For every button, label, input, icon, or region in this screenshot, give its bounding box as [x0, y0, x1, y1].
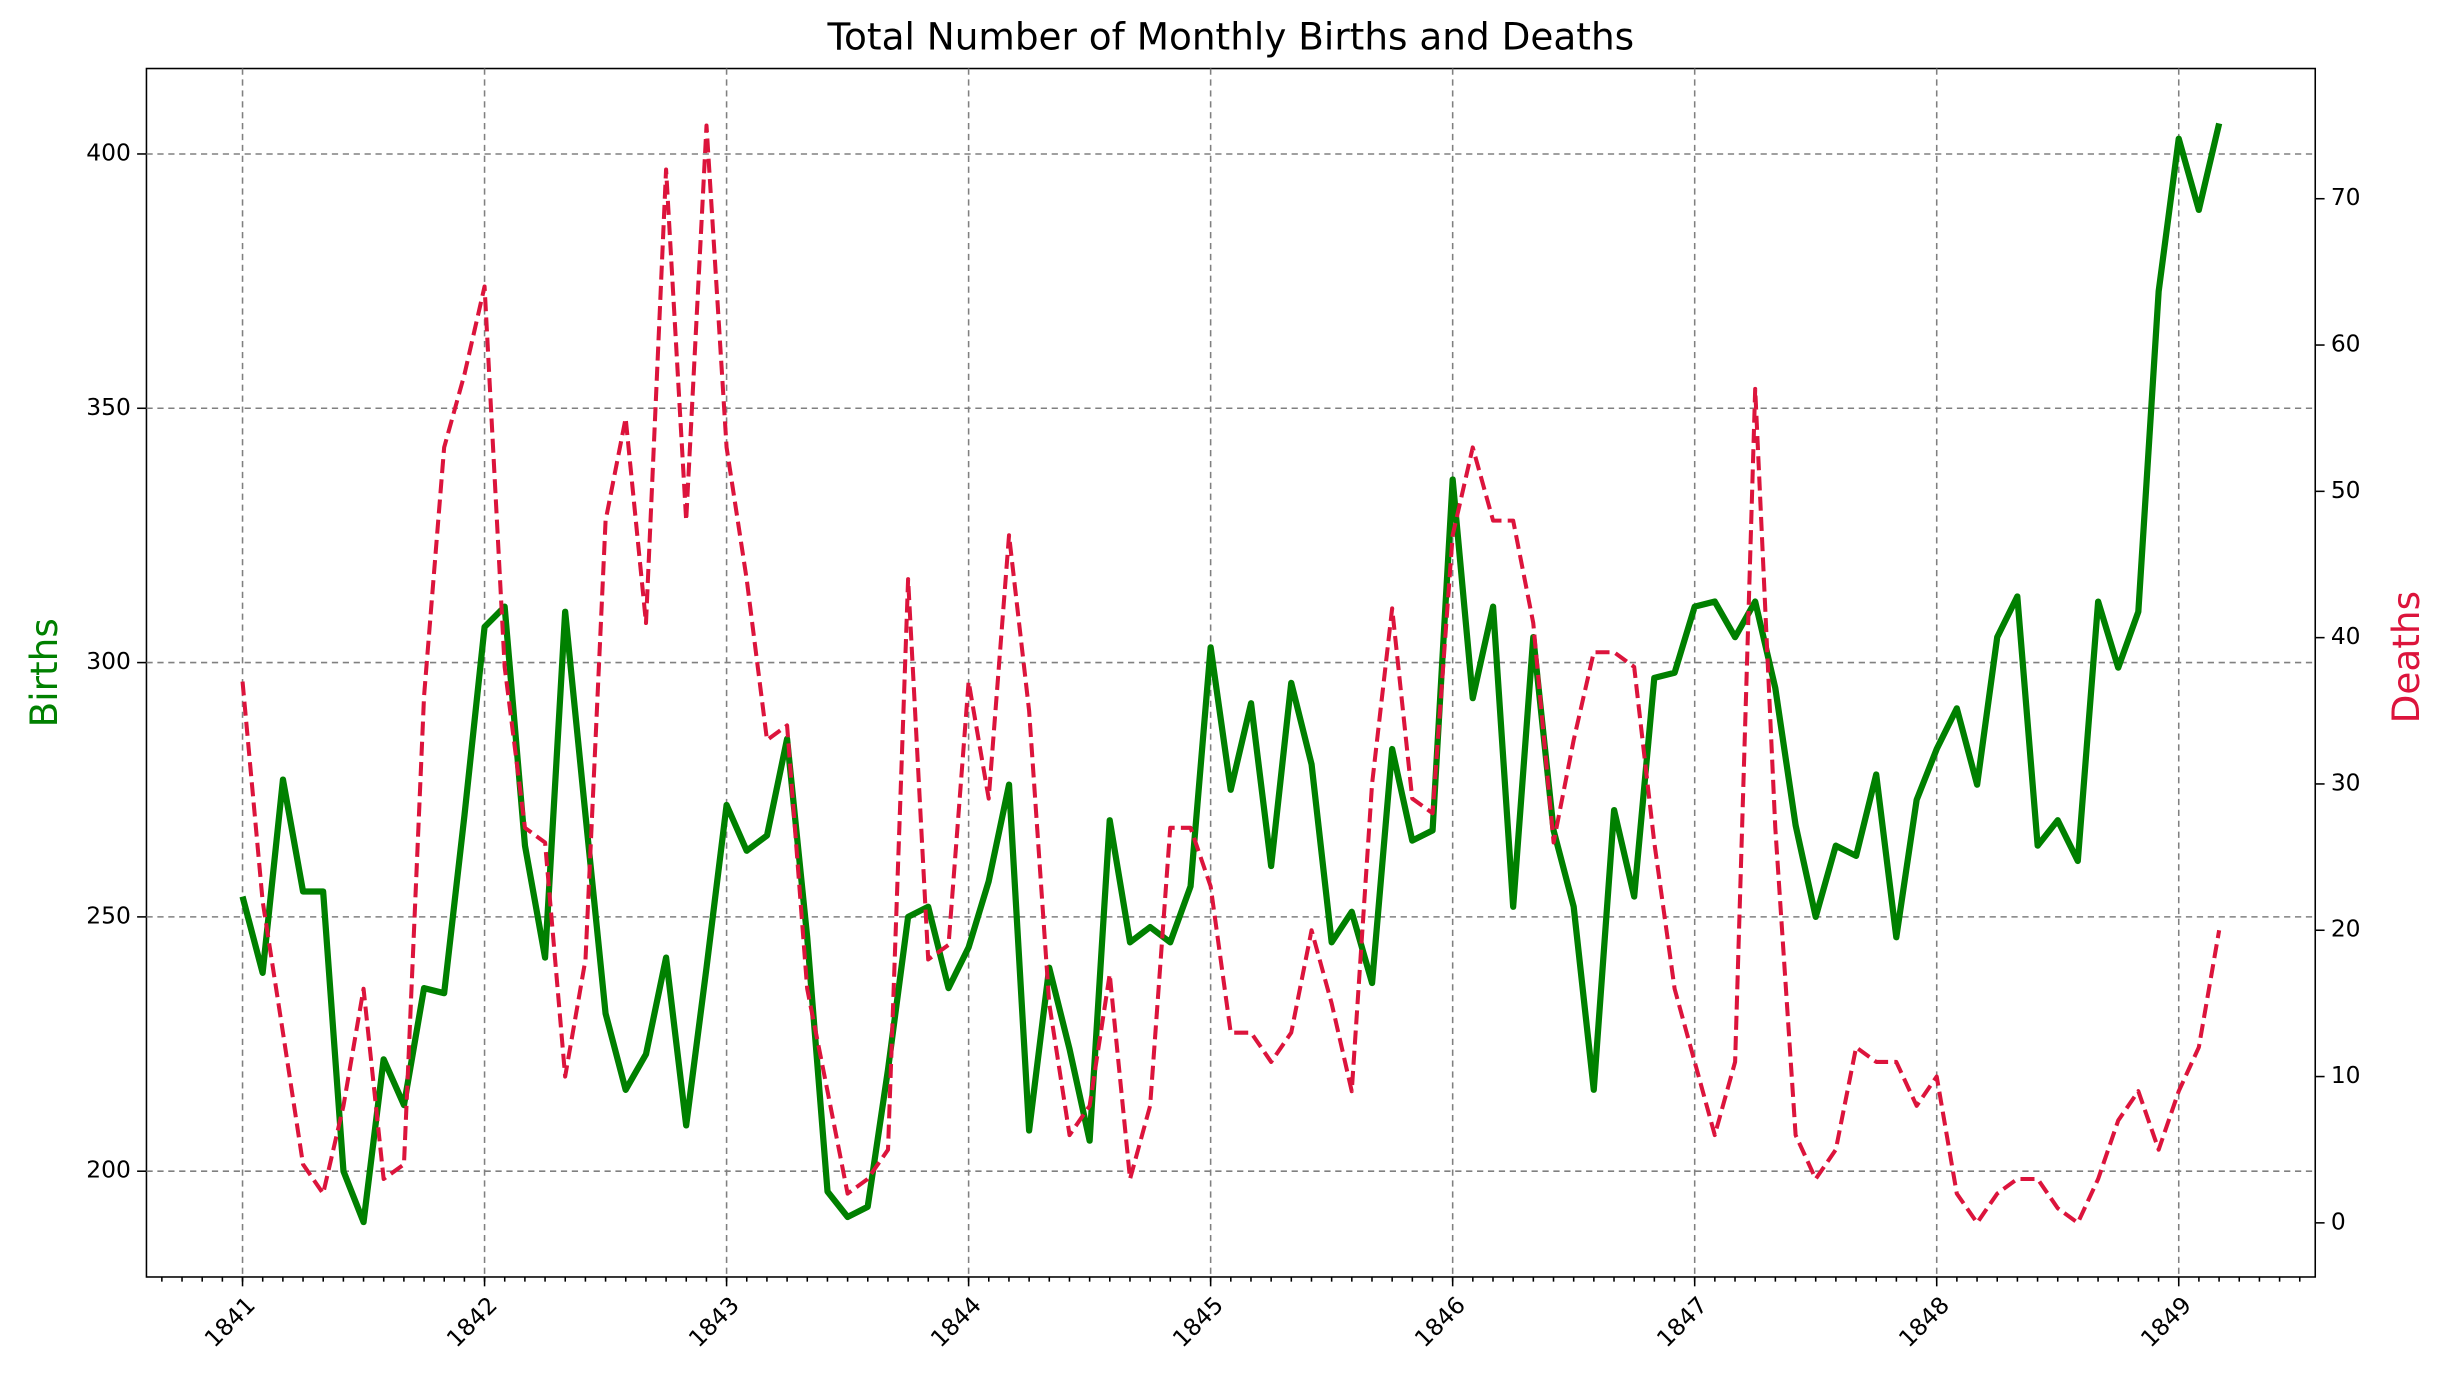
series-line: [239, 122, 2223, 1226]
x-tick-label: 1848: [1893, 1291, 1955, 1353]
y2-tick-label: 20: [2331, 915, 2361, 943]
x-tick-label: 1845: [1167, 1291, 1229, 1353]
y2-tick-label: 30: [2331, 768, 2361, 796]
series-line: [240, 123, 2222, 1225]
y2-tick-label: 70: [2331, 183, 2361, 211]
x-tick-label: 1846: [1409, 1291, 1471, 1353]
x-tick-label: 1844: [925, 1291, 987, 1353]
y2-tick-label: 10: [2331, 1061, 2361, 1089]
y2-tick-label: 40: [2331, 622, 2361, 650]
x-tick-label: 1841: [199, 1291, 261, 1353]
x-tick-label: 1847: [1651, 1291, 1713, 1353]
x-tick-label: 1849: [2135, 1291, 2197, 1353]
chart-title: Total Number of Monthly Births and Death…: [827, 14, 1635, 58]
x-tick-label: 1843: [683, 1291, 745, 1353]
y2-tick-label: 60: [2331, 330, 2361, 358]
y-tick-label: 400: [86, 138, 131, 166]
y-axis-label: Births: [22, 618, 66, 727]
x-tick-label: 1842: [441, 1291, 503, 1353]
y2-tick-label: 50: [2331, 476, 2361, 504]
y2-tick-label: 0: [2331, 1207, 2346, 1235]
y-tick-label: 350: [86, 393, 131, 421]
y-tick-label: 250: [86, 901, 131, 929]
y-tick-label: 200: [86, 1156, 131, 1184]
y-tick-label: 300: [86, 647, 131, 675]
y2-axis-label: Deaths: [2384, 591, 2428, 723]
